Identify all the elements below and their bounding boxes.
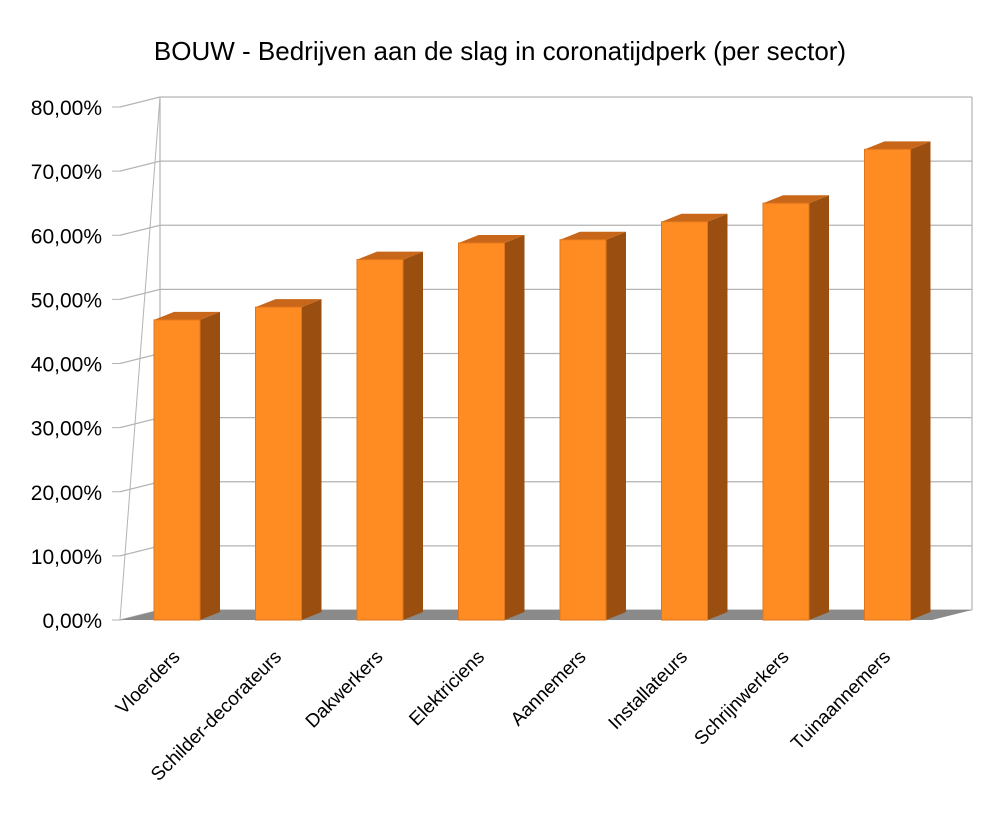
gridline <box>119 288 972 300</box>
bar-front <box>356 259 404 621</box>
x-tick-label: Elektriciens <box>405 647 489 731</box>
gridline <box>119 545 972 557</box>
bar-front <box>864 148 911 621</box>
bar-top <box>560 231 626 240</box>
y-tick-label: 30,00% <box>31 418 102 441</box>
bar-front <box>762 202 810 621</box>
bar-tuinaannemers <box>864 141 931 621</box>
bars <box>153 141 931 621</box>
y-tick-label: 60,00% <box>31 225 102 248</box>
bar-side <box>301 299 322 620</box>
y-axis: 0,00% 10,00% 20,00% 30,00% 40,00% 50,00% 60,00… <box>31 97 120 633</box>
bar-side <box>910 141 931 620</box>
chart-title: BOUW - Bedrijven aan de slag in coronati… <box>154 36 846 66</box>
chart-floor <box>120 610 972 620</box>
bar-side <box>403 251 423 620</box>
bar-front <box>661 221 708 621</box>
gridline <box>119 481 972 493</box>
y-tick-label: 40,00% <box>31 354 102 377</box>
bar-schrijnwerkers <box>762 195 829 621</box>
bar-dakwerkers <box>356 251 423 621</box>
bar-top <box>154 311 220 320</box>
x-tick-label: Installateurs <box>605 647 692 734</box>
x-tick-label: Tuinaannemers <box>787 647 895 755</box>
gridline <box>119 96 972 108</box>
bar-front <box>255 306 302 621</box>
y-tick-label: 80,00% <box>31 97 102 120</box>
bar-elektriciens <box>458 234 525 621</box>
gridline <box>119 417 972 429</box>
bar-side <box>200 311 220 620</box>
y-tick-label: 50,00% <box>31 289 102 312</box>
bar-top <box>357 251 423 260</box>
bar-vloerders <box>153 311 220 621</box>
bar-top <box>255 299 322 308</box>
floor-plane <box>120 610 972 620</box>
x-tick-label: Schrijnwerkers <box>691 647 794 750</box>
bar-top <box>661 213 728 222</box>
bar-schilder-decorateurs <box>255 299 322 621</box>
gridline <box>119 160 972 172</box>
x-tick-label: Dakwerkers <box>302 647 388 733</box>
y-tick-label: 20,00% <box>31 482 102 505</box>
bar-side <box>606 231 626 620</box>
bar-side <box>504 234 525 620</box>
bar-side <box>707 213 728 620</box>
bar-front <box>458 242 505 621</box>
bar-front <box>559 239 607 621</box>
bar-side <box>809 195 829 620</box>
gridline <box>119 224 972 236</box>
bar-installateurs <box>661 213 728 621</box>
grid <box>119 96 973 621</box>
y-tick-label: 10,00% <box>31 546 102 569</box>
gridline <box>119 352 972 365</box>
y-tick-label: 0,00% <box>42 610 102 633</box>
bar-top <box>864 141 931 150</box>
x-tick-label: Vloerders <box>112 647 184 719</box>
bar-aannemers <box>559 231 626 621</box>
bar-front <box>153 319 201 621</box>
x-tick-label: Aannemers <box>507 647 591 731</box>
bar-top <box>458 234 525 243</box>
y-tick-label: 70,00% <box>31 161 102 184</box>
bar-top <box>763 195 829 204</box>
